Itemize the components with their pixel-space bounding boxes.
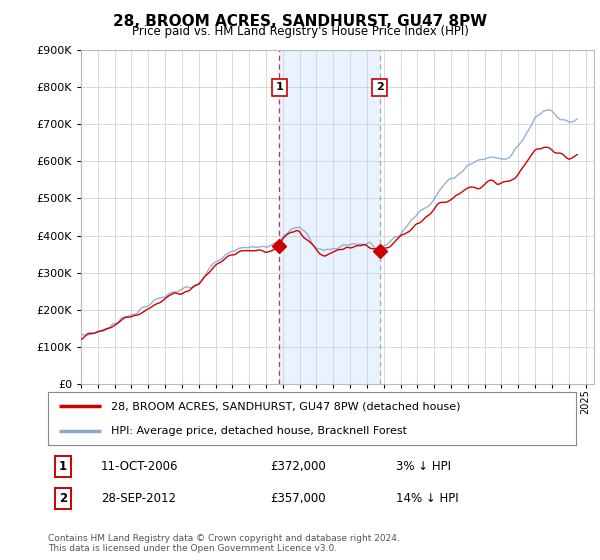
Text: 28, BROOM ACRES, SANDHURST, GU47 8PW (detached house): 28, BROOM ACRES, SANDHURST, GU47 8PW (de… (112, 402, 461, 412)
Text: Price paid vs. HM Land Registry's House Price Index (HPI): Price paid vs. HM Land Registry's House … (131, 25, 469, 38)
Text: 2: 2 (59, 492, 67, 505)
Text: 28-SEP-2012: 28-SEP-2012 (101, 492, 176, 505)
Text: 1: 1 (59, 460, 67, 473)
Bar (280, 50, 380, 384)
Text: 14% ↓ HPI: 14% ↓ HPI (397, 492, 459, 505)
Text: £357,000: £357,000 (270, 492, 325, 505)
Text: 2: 2 (376, 82, 383, 92)
Text: 1: 1 (275, 82, 283, 92)
Text: Contains HM Land Registry data © Crown copyright and database right 2024.
This d: Contains HM Land Registry data © Crown c… (48, 534, 400, 553)
Text: HPI: Average price, detached house, Bracknell Forest: HPI: Average price, detached house, Brac… (112, 426, 407, 436)
Text: 3% ↓ HPI: 3% ↓ HPI (397, 460, 451, 473)
Text: 28, BROOM ACRES, SANDHURST, GU47 8PW: 28, BROOM ACRES, SANDHURST, GU47 8PW (113, 14, 487, 29)
Text: 11-OCT-2006: 11-OCT-2006 (101, 460, 178, 473)
Text: £372,000: £372,000 (270, 460, 326, 473)
